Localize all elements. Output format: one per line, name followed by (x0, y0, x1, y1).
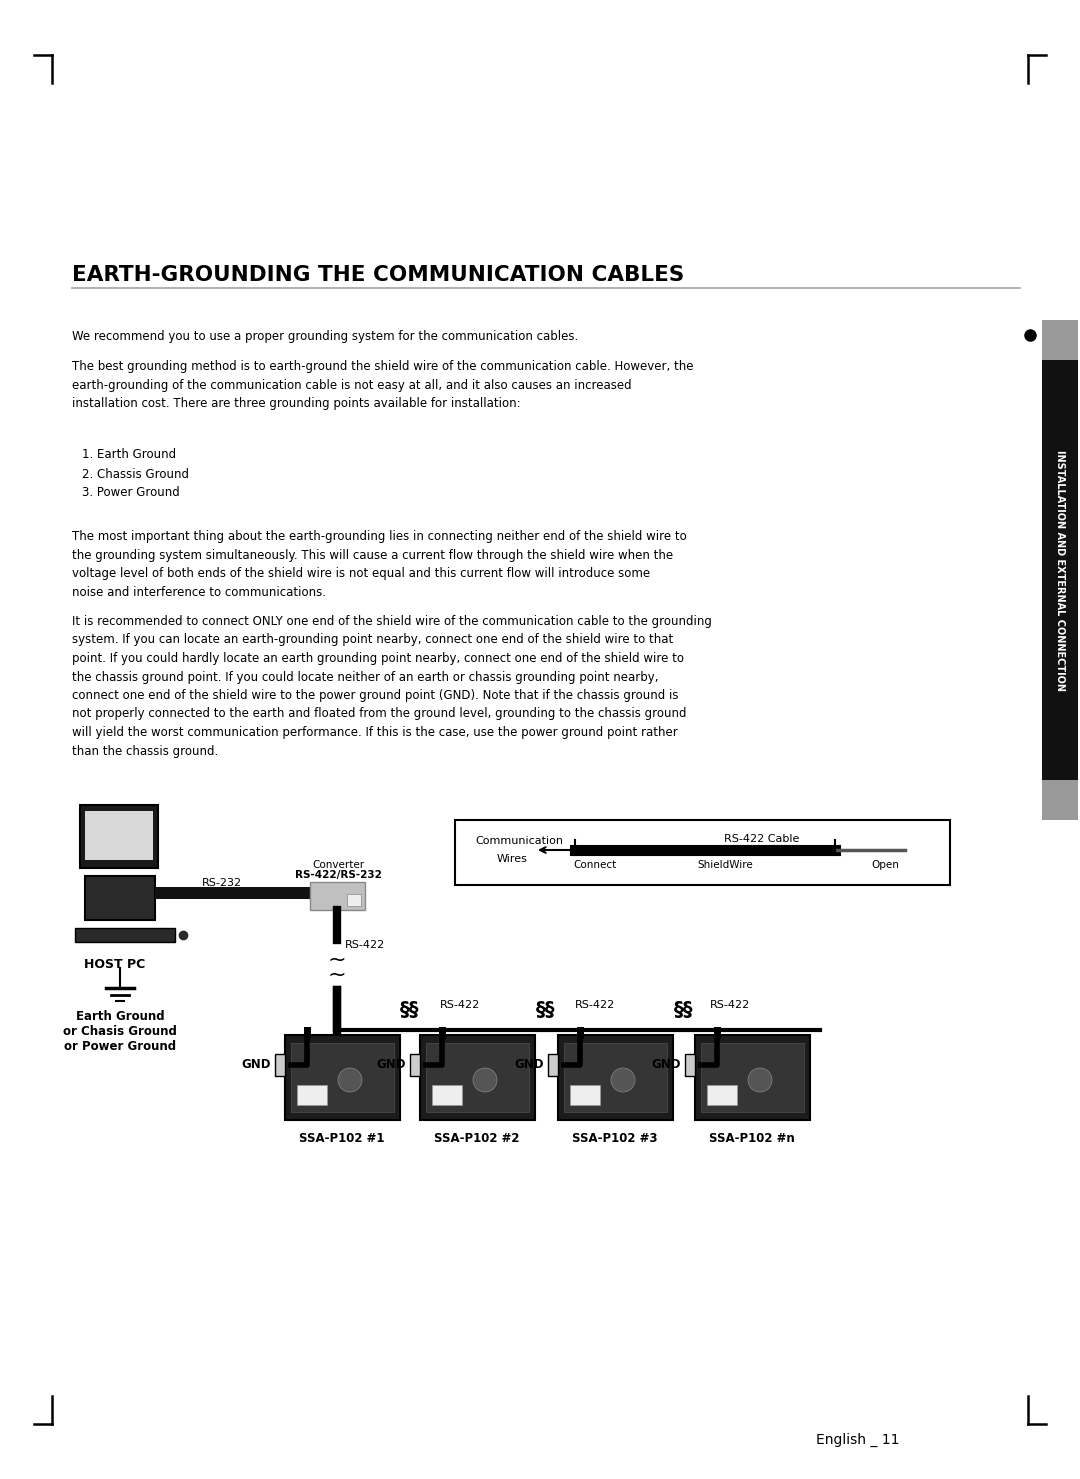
Text: GND: GND (377, 1059, 406, 1071)
Text: 2. Chassis Ground: 2. Chassis Ground (82, 467, 189, 481)
Text: 3. Power Ground: 3. Power Ground (82, 487, 179, 498)
Text: Earth Ground: Earth Ground (76, 1010, 164, 1023)
Bar (564, 1043, 667, 1112)
Text: RS-422: RS-422 (575, 1000, 616, 1010)
Text: The best grounding method is to earth-ground the shield wire of the communicatio: The best grounding method is to earth-gr… (72, 359, 693, 410)
Bar (701, 1043, 804, 1112)
Circle shape (611, 1068, 635, 1092)
Text: The most important thing about the earth-grounding lies in connecting neither en: The most important thing about the earth… (72, 529, 687, 599)
Text: ShieldWire: ShieldWire (697, 859, 753, 870)
Text: Converter: Converter (312, 859, 364, 870)
Text: EARTH-GROUNDING THE COMMUNICATION CABLES: EARTH-GROUNDING THE COMMUNICATION CABLES (72, 265, 685, 285)
Bar (707, 1086, 737, 1105)
Bar (685, 1053, 696, 1075)
Bar (410, 1053, 420, 1075)
Bar (1042, 319, 1078, 359)
Text: RS-422: RS-422 (710, 1000, 751, 1010)
Text: or Chasis Ground: or Chasis Ground (63, 1025, 177, 1038)
Bar (570, 1086, 600, 1105)
Bar (432, 1086, 462, 1105)
Bar (85, 810, 153, 859)
Text: or Power Ground: or Power Ground (64, 1040, 176, 1053)
Text: HOST PC: HOST PC (84, 958, 146, 972)
Bar (291, 1043, 394, 1112)
Text: ~: ~ (327, 964, 347, 985)
Bar (347, 893, 361, 907)
Text: INSTALLATION AND EXTERNAL CONNECTION: INSTALLATION AND EXTERNAL CONNECTION (1055, 450, 1065, 691)
Text: RS-232: RS-232 (202, 879, 242, 887)
Text: SSA-P102 #1: SSA-P102 #1 (299, 1131, 384, 1145)
Text: RS-422: RS-422 (440, 1000, 481, 1010)
Bar (1042, 779, 1078, 819)
Bar (75, 927, 175, 942)
Text: Wires: Wires (497, 853, 528, 864)
Text: SSA-P102 #3: SSA-P102 #3 (572, 1131, 658, 1145)
Bar (558, 1035, 673, 1120)
Text: Connect: Connect (573, 859, 617, 870)
Bar (285, 1035, 400, 1120)
Text: Open: Open (872, 859, 899, 870)
Bar (156, 887, 310, 899)
Text: §§: §§ (401, 1000, 420, 1019)
Text: GND: GND (651, 1059, 681, 1071)
Bar (1042, 359, 1078, 779)
Text: GND: GND (514, 1059, 544, 1071)
Bar (455, 819, 950, 884)
Text: We recommend you to use a proper grounding system for the communication cables.: We recommend you to use a proper groundi… (72, 330, 578, 343)
Text: SSA-P102 #2: SSA-P102 #2 (434, 1131, 519, 1145)
Text: 1. Earth Ground: 1. Earth Ground (82, 448, 176, 461)
Circle shape (338, 1068, 362, 1092)
Text: §§: §§ (674, 1000, 693, 1019)
Circle shape (473, 1068, 497, 1092)
Bar (275, 1053, 285, 1075)
Text: SSA-P102 #n: SSA-P102 #n (710, 1131, 795, 1145)
Text: ~: ~ (327, 950, 347, 970)
Bar (85, 876, 156, 920)
Text: It is recommended to connect ONLY one end of the shield wire of the communicatio: It is recommended to connect ONLY one en… (72, 615, 712, 757)
Text: RS-422/RS-232: RS-422/RS-232 (295, 870, 381, 880)
Circle shape (748, 1068, 772, 1092)
Text: English _ 11: English _ 11 (816, 1433, 900, 1446)
Text: §§: §§ (537, 1000, 556, 1019)
Bar (297, 1086, 327, 1105)
Bar (548, 1053, 558, 1075)
Bar (420, 1035, 535, 1120)
Text: RS-422 Cable: RS-422 Cable (725, 834, 799, 845)
Text: GND: GND (242, 1059, 271, 1071)
Bar (80, 805, 158, 868)
Bar (310, 881, 365, 910)
Text: Communication: Communication (475, 836, 563, 846)
Bar (696, 1035, 810, 1120)
Bar (426, 1043, 529, 1112)
Text: RS-422: RS-422 (345, 941, 386, 950)
